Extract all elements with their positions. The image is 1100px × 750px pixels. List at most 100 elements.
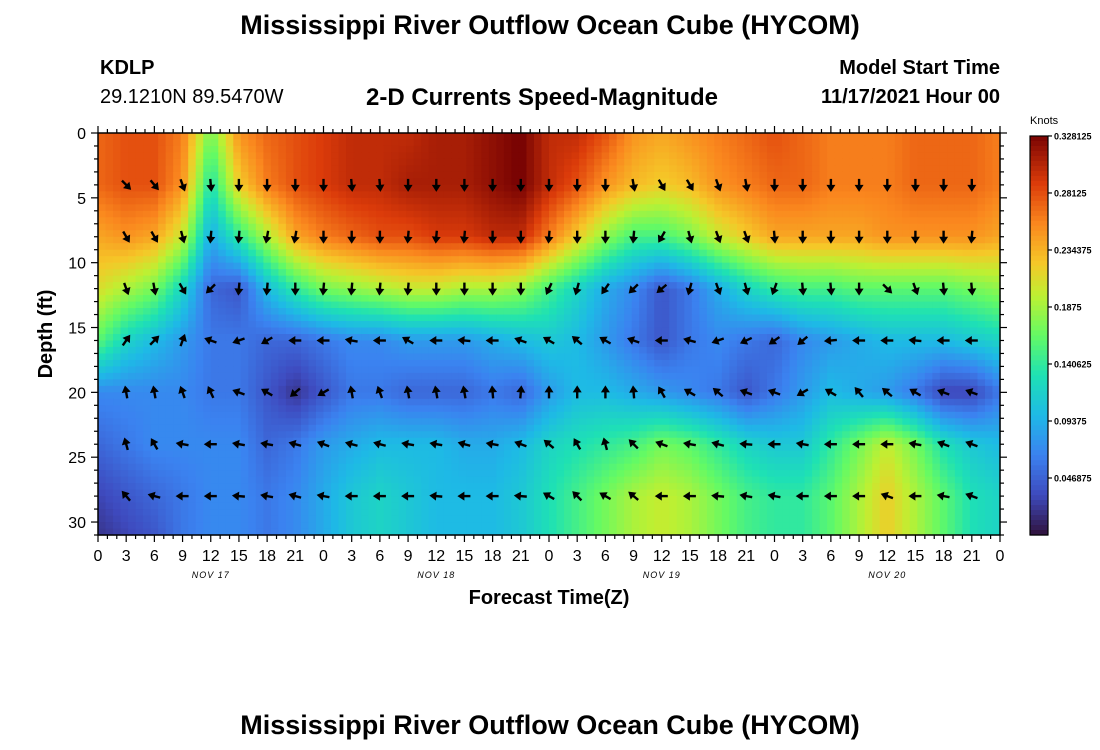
heatmap-cell — [909, 210, 918, 218]
heatmap-cell — [609, 366, 618, 374]
heatmap-cell — [766, 327, 776, 335]
heatmap-cell — [428, 269, 437, 277]
heatmap-cell — [782, 334, 791, 342]
heatmap-cell — [406, 191, 415, 199]
heatmap-cell — [932, 133, 941, 141]
heatmap-cell — [300, 288, 310, 296]
heatmap-cell — [549, 184, 558, 192]
heatmap-cell — [902, 385, 911, 393]
heatmap-cell — [248, 249, 257, 257]
heatmap-cell — [676, 359, 685, 368]
heatmap-cell — [834, 139, 843, 147]
heatmap-cell — [812, 340, 821, 348]
heatmap-cell — [315, 230, 325, 238]
heatmap-cell — [173, 288, 182, 296]
heatmap-cell — [300, 295, 310, 303]
heatmap-cell — [533, 334, 543, 342]
heatmap-cell — [669, 204, 678, 212]
heatmap-cell — [436, 308, 445, 316]
heatmap-cell — [225, 308, 234, 316]
heatmap-cell — [473, 308, 482, 316]
heatmap-cell — [706, 145, 715, 154]
heatmap-cell — [924, 275, 933, 283]
heatmap-cell — [714, 308, 723, 316]
heatmap-cell — [473, 340, 482, 348]
heatmap-cell — [939, 243, 948, 251]
heatmap-cell — [932, 282, 941, 290]
heatmap-cell — [729, 295, 738, 303]
heatmap-cell — [300, 321, 310, 329]
heatmap-cell — [218, 269, 227, 277]
heatmap-cell — [774, 204, 783, 212]
heatmap-cell — [782, 184, 791, 192]
heatmap-cell — [782, 236, 791, 244]
heatmap-cell — [533, 346, 543, 355]
heatmap-cell — [406, 334, 415, 342]
heatmap-cell — [969, 230, 979, 238]
heatmap-cell — [586, 165, 595, 173]
heatmap-cell — [774, 165, 783, 173]
heatmap-cell — [857, 139, 866, 147]
heatmap-cell — [458, 269, 467, 277]
heatmap-cell — [902, 133, 911, 141]
heatmap-cell — [105, 308, 114, 316]
heatmap-cell — [233, 398, 242, 406]
heatmap-cell — [586, 178, 595, 186]
heatmap-cell — [511, 379, 520, 387]
heatmap-cell — [98, 262, 107, 270]
heatmap-cell — [413, 372, 422, 380]
heatmap-cell — [233, 275, 242, 283]
heatmap-cell — [488, 366, 497, 374]
heatmap-cell — [819, 353, 828, 361]
heatmap-cell — [609, 398, 618, 406]
heatmap-cell — [984, 223, 994, 231]
heatmap-cell — [609, 249, 618, 257]
heatmap-cell — [458, 217, 467, 225]
heatmap-cell — [751, 392, 761, 400]
heatmap-cell — [263, 301, 272, 309]
heatmap-cell — [481, 236, 490, 244]
heatmap-cell — [503, 392, 513, 400]
heatmap-cell — [443, 210, 452, 218]
heatmap-cell — [218, 184, 227, 192]
heatmap-cell — [331, 379, 340, 387]
heatmap-cell — [819, 321, 828, 329]
heatmap-cell — [804, 210, 813, 218]
heatmap-cell — [270, 340, 279, 348]
heatmap-cell — [654, 197, 663, 205]
heatmap-cell — [413, 269, 422, 277]
heatmap-cell — [113, 334, 122, 342]
heatmap-cell — [398, 249, 407, 257]
heatmap-cell — [571, 321, 580, 329]
heatmap-cell — [368, 262, 377, 270]
heatmap-cell — [376, 256, 385, 264]
heatmap-cell — [511, 184, 520, 192]
heatmap-cell — [894, 178, 903, 186]
heatmap-cell — [879, 230, 888, 238]
heatmap-cell — [977, 379, 986, 387]
heatmap-cell — [736, 295, 746, 303]
heatmap-cell — [315, 353, 325, 361]
heatmap-cell — [113, 133, 122, 141]
heatmap-cell — [315, 145, 325, 154]
heatmap-cell — [428, 359, 437, 368]
heatmap-cell — [992, 334, 1001, 342]
heatmap-cell — [541, 191, 550, 199]
heatmap-cell — [691, 346, 700, 355]
heatmap-cell — [488, 295, 497, 303]
heatmap-cell — [428, 366, 437, 374]
heatmap-cell — [849, 197, 858, 205]
heatmap-cell — [503, 314, 513, 322]
heatmap-cell — [616, 262, 625, 270]
heatmap-cell — [225, 184, 234, 192]
heatmap-cell — [812, 372, 821, 380]
heatmap-cell — [932, 223, 941, 231]
heatmap-cell — [751, 178, 761, 186]
heatmap-cell — [368, 191, 377, 199]
heatmap-cell — [120, 275, 129, 283]
heatmap-cell — [368, 184, 377, 192]
heatmap-cell — [406, 282, 415, 290]
heatmap-cell — [564, 158, 573, 167]
heatmap-cell — [383, 256, 392, 264]
heatmap-cell — [654, 334, 663, 342]
